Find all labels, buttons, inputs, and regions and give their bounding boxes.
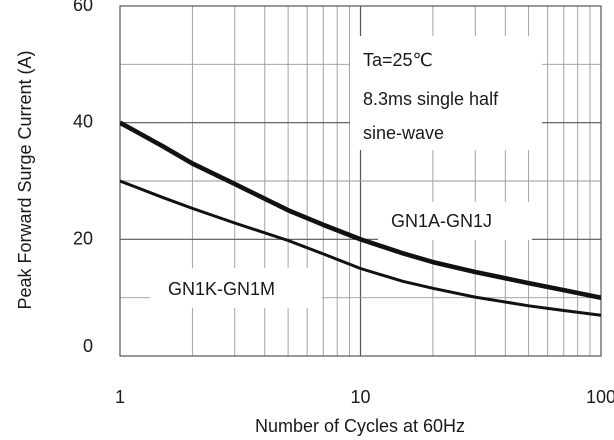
series-group <box>120 120 601 317</box>
annotation-text: 8.3ms single half <box>363 89 499 109</box>
y-tick-label: 0 <box>83 336 93 356</box>
series-label: GN1K-GN1M <box>168 279 275 299</box>
series-label-box-gn1a <box>378 202 532 240</box>
y-tick-label: 60 <box>73 0 93 15</box>
annotation-text: sine-wave <box>363 123 444 143</box>
series-line-gn1k-gn1m <box>120 179 601 317</box>
x-axis-label: Number of Cycles at 60Hz <box>255 416 465 436</box>
y-tick-label: 40 <box>73 112 93 132</box>
annotation-box <box>350 36 542 150</box>
series-line-gn1a-gn1j <box>120 120 601 301</box>
x-tick-label: 1 <box>115 387 125 407</box>
y-tick-label: 20 <box>73 228 93 248</box>
annotation-text: Ta=25℃ <box>363 50 433 70</box>
series-label: GN1A-GN1J <box>391 211 492 231</box>
tick-labels: 1 10 100 0 20 40 60 <box>73 0 614 407</box>
y-axis-label: Peak Forward Surge Current (A) <box>15 50 35 309</box>
x-tick-label: 100 <box>586 387 614 407</box>
annotations: Ta=25℃ 8.3ms single half sine-wave GN1A-GN1… <box>168 50 499 299</box>
series-label-box-gn1k <box>150 268 322 308</box>
x-tick-label: 10 <box>350 387 370 407</box>
